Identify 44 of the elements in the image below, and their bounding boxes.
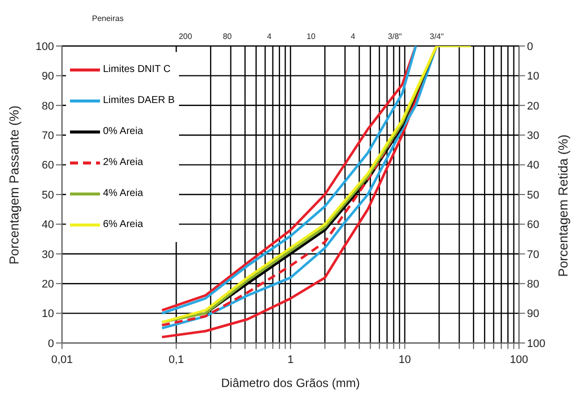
x-tick-label: 0,01 xyxy=(51,354,73,366)
y2-tick-label: 60 xyxy=(527,219,540,232)
legend-label: 4% Areia xyxy=(103,188,144,199)
y-tick-label: 80 xyxy=(42,100,54,112)
y-tick-label: 40 xyxy=(42,219,54,232)
y-tick-label: 30 xyxy=(42,248,54,261)
y-tick-label: 90 xyxy=(42,70,54,83)
x-tick-label: 1 xyxy=(287,354,294,366)
legend-label: 2% Areia xyxy=(103,157,144,168)
text: 80 xyxy=(222,32,232,41)
text: 3/4" xyxy=(430,32,444,41)
y-axis-title: Porcentagem Passante (%) xyxy=(6,106,22,264)
text: Peneiras xyxy=(92,14,124,23)
legend-label: Limites DNIT C xyxy=(103,64,171,75)
legend-label: 0% Areia xyxy=(103,126,144,137)
y-tick-label: 50 xyxy=(42,189,54,202)
y2-tick-label: 70 xyxy=(527,248,540,261)
y2-tick-label: 100 xyxy=(527,338,546,350)
y2-tick-label: 10 xyxy=(527,70,540,83)
text: 4 xyxy=(350,32,356,41)
y2-axis-title: Porcentagem Retida (%) xyxy=(556,134,571,277)
y-tick-label: 20 xyxy=(42,278,54,291)
y-tick-label: 100 xyxy=(36,40,54,53)
y2-tick-label: 20 xyxy=(527,100,540,112)
y2-tick-label: 90 xyxy=(527,308,540,320)
y-tick-label: 60 xyxy=(42,160,54,172)
legend-label: 6% Areia xyxy=(103,219,144,230)
y-tick-label: 70 xyxy=(42,130,54,142)
legend-label: Limites DAER B xyxy=(103,95,175,106)
y2-tick-label: 30 xyxy=(527,130,540,142)
x-tick-label: 100 xyxy=(510,354,528,366)
y2-tick-label: 40 xyxy=(527,160,540,172)
y-tick-label: 10 xyxy=(42,308,54,320)
text: 200 xyxy=(178,32,192,41)
text: 4 xyxy=(266,32,272,41)
text: 3/8" xyxy=(388,32,402,41)
y2-tick-label: 0 xyxy=(527,40,534,53)
text: 10 xyxy=(306,32,316,41)
x-tick-label: 10 xyxy=(398,354,411,366)
x-axis-title: Diâmetro dos Grãos (mm) xyxy=(221,376,360,390)
y2-tick-label: 50 xyxy=(527,189,540,202)
y2-tick-label: 80 xyxy=(527,278,540,291)
x-tick-label: 0,1 xyxy=(168,354,184,366)
y-tick-label: 0 xyxy=(48,338,54,350)
